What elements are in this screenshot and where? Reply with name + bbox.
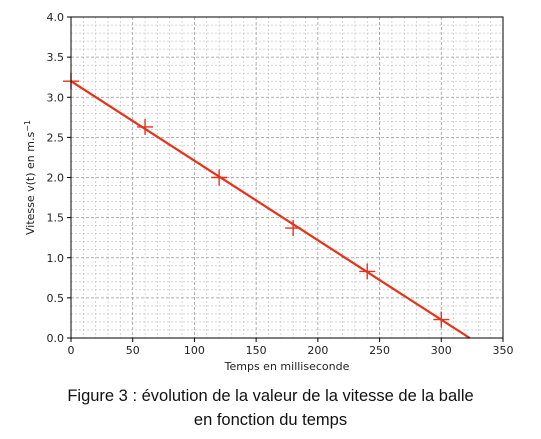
y-tick-labels: 0.0 0.5 1.0 1.5 2.0 2.5 3.0 3.5 4.0 xyxy=(47,11,65,345)
y-tick-label: 2.0 xyxy=(47,172,65,185)
y-tick-label: 3.0 xyxy=(47,91,65,104)
x-tick-label: 100 xyxy=(184,344,205,357)
y-tick-label: 1.5 xyxy=(47,212,65,225)
y-axis-label-text: Vitesse v(t) en m.s xyxy=(24,132,37,235)
y-tick-label: 0.5 xyxy=(47,292,65,305)
data-point xyxy=(137,118,154,135)
fit-line xyxy=(70,80,471,339)
x-tick-labels: 0 50 100 150 200 250 300 350 xyxy=(68,344,514,357)
x-tick-label: 150 xyxy=(246,344,267,357)
x-tick-label: 200 xyxy=(307,344,328,357)
figure-caption-line-2: en fonction du temps xyxy=(193,411,348,429)
x-tick-label: 50 xyxy=(126,344,140,357)
x-tick-label: 350 xyxy=(493,344,514,357)
fit-line-group xyxy=(70,80,471,339)
y-tick-label: 0.0 xyxy=(47,332,65,345)
y-axis-label: Vitesse v(t) en m.s−1 xyxy=(23,120,38,235)
x-tick-label: 250 xyxy=(369,344,390,357)
y-axis-label-exponent: −1 xyxy=(23,120,32,132)
y-tick-label: 2.5 xyxy=(47,131,65,144)
data-point xyxy=(285,220,302,237)
x-tick-label: 300 xyxy=(431,344,452,357)
data-point xyxy=(211,169,228,186)
y-tick-label: 4.0 xyxy=(47,11,65,24)
data-point xyxy=(433,311,450,328)
major-grid xyxy=(71,17,503,338)
y-tick-label: 1.0 xyxy=(47,252,65,265)
chart: 0 50 100 150 200 250 300 350 0.0 0.5 1.0 1.5 2.0 2.5… xyxy=(23,11,514,373)
y-tick-label: 3.5 xyxy=(47,51,65,64)
axis-ticks xyxy=(67,16,504,342)
figure-caption-line-1: Figure 3 : évolution de la valeur de la … xyxy=(67,387,474,405)
x-axis-label: Temps en milliseconde xyxy=(224,360,350,373)
x-tick-label: 0 xyxy=(68,344,75,357)
data-point xyxy=(359,263,376,280)
